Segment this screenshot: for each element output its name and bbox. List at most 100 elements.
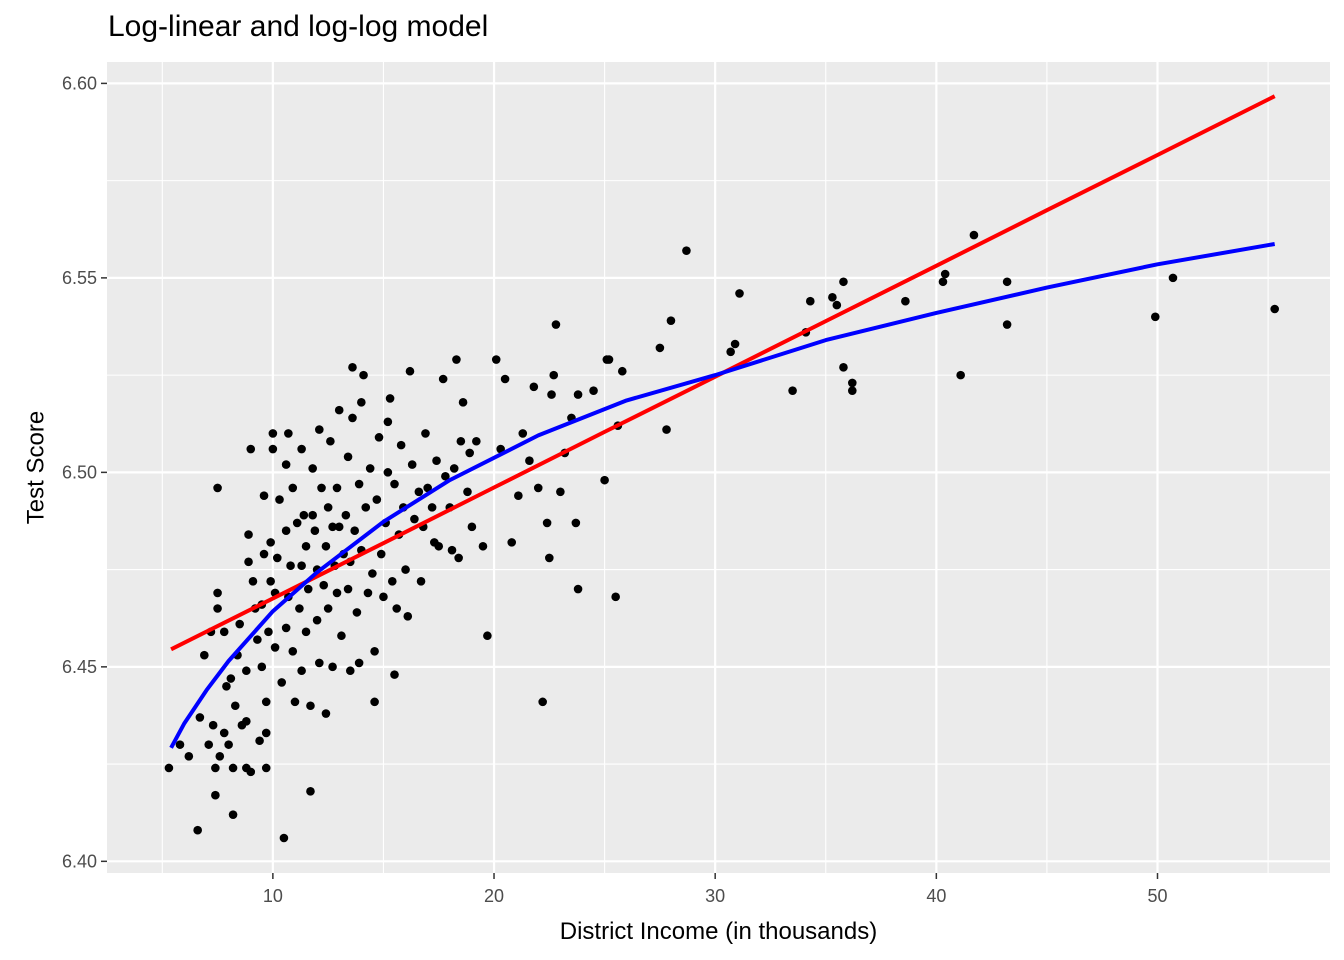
y-tick-label: 6.55 bbox=[62, 268, 97, 288]
data-point bbox=[956, 370, 965, 380]
data-point bbox=[832, 300, 842, 310]
data-point bbox=[292, 518, 302, 528]
data-point bbox=[571, 518, 581, 528]
fit-line-2 bbox=[169, 242, 1276, 749]
data-point bbox=[1270, 304, 1280, 314]
x-tick-label: 40 bbox=[926, 886, 946, 906]
x-tick-label: 20 bbox=[484, 886, 504, 906]
data-point bbox=[617, 366, 627, 376]
data-point bbox=[465, 448, 474, 458]
data-point bbox=[277, 678, 287, 687]
data-point bbox=[266, 538, 275, 547]
y-tick-label: 6.50 bbox=[62, 462, 97, 482]
data-point bbox=[370, 697, 379, 707]
data-point bbox=[438, 374, 448, 384]
data-point bbox=[255, 736, 264, 746]
data-point bbox=[410, 514, 419, 524]
data-point bbox=[350, 526, 359, 536]
data-point bbox=[392, 604, 402, 613]
data-point bbox=[244, 557, 253, 567]
data-point bbox=[390, 479, 399, 489]
data-point bbox=[551, 320, 561, 329]
data-point bbox=[211, 763, 220, 773]
data-point bbox=[319, 580, 329, 590]
data-point bbox=[334, 522, 344, 532]
data-point bbox=[655, 343, 665, 353]
data-point bbox=[284, 429, 293, 438]
data-point bbox=[348, 413, 357, 423]
data-point bbox=[589, 386, 598, 395]
data-point bbox=[268, 429, 278, 438]
data-point bbox=[403, 611, 413, 621]
data-point bbox=[224, 740, 233, 749]
data-point bbox=[270, 643, 280, 652]
data-point bbox=[323, 503, 333, 512]
data-point bbox=[545, 553, 554, 563]
x-tick-label: 30 bbox=[705, 886, 725, 906]
data-point bbox=[315, 425, 324, 434]
data-point bbox=[361, 503, 371, 512]
data-point bbox=[343, 584, 353, 594]
data-point bbox=[164, 763, 174, 773]
data-point bbox=[549, 370, 559, 380]
data-point bbox=[376, 549, 386, 559]
data-point bbox=[848, 378, 857, 388]
data-point bbox=[297, 666, 306, 676]
data-point bbox=[839, 363, 848, 372]
data-point bbox=[407, 460, 417, 469]
data-point bbox=[345, 666, 355, 676]
data-point bbox=[1168, 273, 1178, 283]
data-point bbox=[556, 487, 565, 497]
data-point bbox=[321, 709, 331, 718]
data-point bbox=[839, 277, 848, 287]
data-point bbox=[200, 650, 209, 660]
data-point bbox=[529, 382, 539, 392]
data-point bbox=[363, 588, 373, 598]
data-point bbox=[213, 604, 222, 613]
data-point bbox=[401, 565, 410, 574]
data-point bbox=[365, 464, 375, 473]
x-tick-label: 50 bbox=[1147, 886, 1167, 906]
data-point bbox=[310, 526, 320, 536]
data-point bbox=[472, 436, 481, 446]
data-point bbox=[281, 623, 291, 633]
data-point bbox=[248, 576, 258, 586]
data-point bbox=[374, 433, 384, 442]
data-point bbox=[940, 269, 950, 279]
data-point bbox=[604, 355, 614, 364]
data-point bbox=[328, 662, 337, 672]
data-point bbox=[969, 230, 979, 240]
data-point bbox=[390, 670, 399, 679]
data-point bbox=[938, 277, 948, 287]
data-point bbox=[290, 697, 300, 707]
data-point bbox=[323, 604, 333, 613]
data-point bbox=[299, 510, 309, 520]
data-point bbox=[370, 646, 379, 656]
data-point bbox=[301, 541, 311, 551]
data-point bbox=[500, 374, 510, 384]
data-point bbox=[315, 658, 324, 668]
data-point bbox=[507, 538, 517, 547]
data-point bbox=[259, 491, 269, 501]
data-point bbox=[261, 763, 271, 773]
data-point bbox=[213, 483, 222, 493]
data-point bbox=[253, 635, 262, 644]
data-point bbox=[441, 471, 450, 481]
data-point bbox=[297, 561, 306, 571]
data-point bbox=[427, 503, 437, 512]
minor-gridlines bbox=[107, 62, 1330, 873]
data-point bbox=[1002, 277, 1012, 287]
y-axis-title: Test Score bbox=[22, 411, 49, 524]
data-point bbox=[341, 510, 351, 520]
data-point bbox=[434, 541, 444, 551]
data-point bbox=[805, 296, 815, 306]
data-point bbox=[901, 296, 910, 306]
data-point bbox=[281, 526, 291, 536]
data-point bbox=[242, 666, 251, 676]
data-point bbox=[195, 713, 205, 722]
data-point bbox=[288, 646, 298, 656]
data-point bbox=[600, 475, 609, 485]
data-point bbox=[383, 417, 393, 427]
data-point bbox=[447, 545, 457, 555]
